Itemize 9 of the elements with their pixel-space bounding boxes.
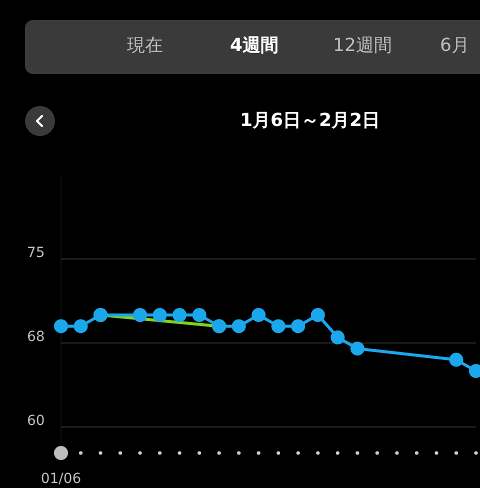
- text: 6月: [440, 34, 470, 58]
- text: 現在: [127, 34, 163, 58]
- y-tick-label: 68: [27, 329, 45, 345]
- text: 4週間: [230, 34, 279, 58]
- y-tick-label: 75: [27, 245, 45, 261]
- x-tick-label: 01/06: [40, 471, 82, 487]
- chart-title: 1月6日～2月2日: [238, 109, 382, 133]
- text: 12週間: [333, 34, 392, 58]
- y-tick-label: 60: [27, 413, 45, 429]
